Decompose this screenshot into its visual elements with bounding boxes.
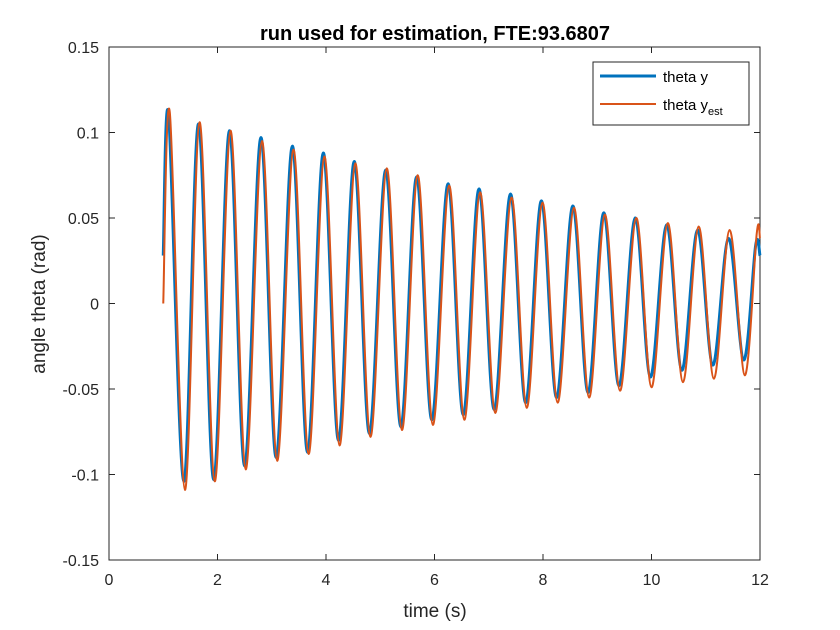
x-tick-label: 2 <box>213 572 222 589</box>
series-line-theta-y-est <box>162 107 761 491</box>
y-tick-label: -0.1 <box>71 468 99 485</box>
y-tick-label: 0.15 <box>68 40 99 57</box>
x-tick-label: 8 <box>539 572 548 589</box>
legend-label-theta-y-est-subscript: est <box>708 106 723 118</box>
x-tick-label: 10 <box>643 572 661 589</box>
x-tick-label: 0 <box>105 572 114 589</box>
x-tick-label: 12 <box>751 572 769 589</box>
y-tick-label: 0 <box>90 297 99 314</box>
x-axis-label: time (s) <box>403 601 466 622</box>
legend-label-theta-y-est: theta yest <box>663 97 723 118</box>
axis-ticks: 0 2 4 6 8 10 12 -0.15 -0.1 -0.05 0 0.05 0.1 0.15 <box>63 40 769 589</box>
series-layer <box>161 107 762 491</box>
y-tick-label: -0.05 <box>63 382 100 399</box>
y-tick-label: 0.1 <box>77 126 99 143</box>
legend-box <box>592 61 750 126</box>
legend: theta y theta yest <box>592 61 750 126</box>
x-tick-label: 4 <box>322 572 331 589</box>
plot-area <box>108 46 761 561</box>
legend-label-theta-y-est-main: theta y <box>663 97 709 114</box>
y-tick-label: -0.15 <box>63 553 100 570</box>
legend-label-theta-y: theta y <box>663 69 709 86</box>
y-axis-label: angle theta (rad) <box>29 234 50 373</box>
chart-title: run used for estimation, FTE:93.6807 <box>260 23 610 45</box>
x-tick-label: 6 <box>430 572 439 589</box>
y-tick-label: 0.05 <box>68 211 99 228</box>
